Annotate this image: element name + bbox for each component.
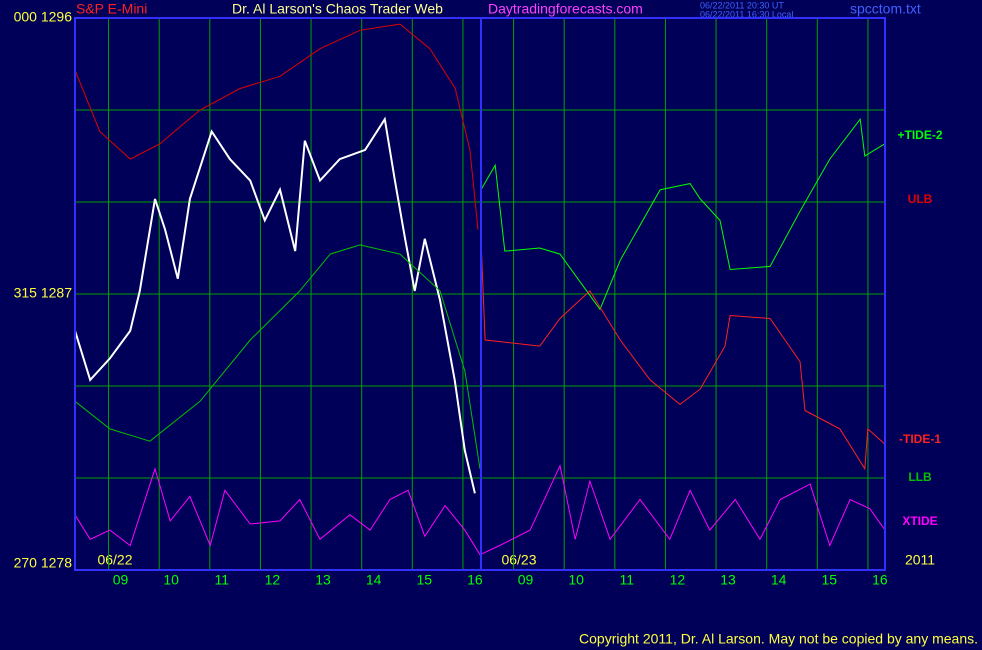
series-line: [74, 23, 479, 230]
series-label: -TIDE-1: [899, 432, 941, 446]
date-label: 2011: [905, 552, 935, 568]
website: Daytradingforecasts.com: [488, 1, 643, 17]
timestamp: 06/22/2011 16:30 Local: [700, 9, 793, 19]
timestamp: 06/22/2011 20:30 UT: [700, 0, 784, 10]
y-tick-label: 270 1278: [14, 555, 73, 571]
x-tick-label: 09: [518, 572, 534, 588]
x-tick-label: 13: [720, 572, 736, 588]
series-label: ULB: [908, 192, 933, 206]
x-tick-label: 11: [620, 572, 635, 588]
x-tick-label: 10: [568, 572, 584, 588]
x-tick-label: 12: [265, 572, 281, 588]
x-tick-label: 13: [315, 572, 331, 588]
series-line: [74, 116, 476, 494]
series-label: LLB: [908, 470, 932, 484]
x-tick-label: 16: [467, 572, 483, 588]
date-label: 06/23: [501, 552, 536, 568]
x-tick-label: 11: [215, 572, 230, 588]
date-label: 06/22: [97, 552, 132, 568]
x-tick-label: 15: [822, 572, 838, 588]
series-line: [74, 464, 886, 556]
copyright: Copyright 2011, Dr. Al Larson. May not b…: [579, 631, 978, 647]
x-tick-label: 14: [771, 572, 787, 588]
y-tick-label: 315 1287: [14, 285, 73, 301]
x-tick-label: 14: [366, 572, 382, 588]
chart-title: Dr. Al Larson's Chaos Trader Web: [232, 1, 443, 17]
series-line: [480, 238, 886, 471]
symbol: S&P E-Mini: [76, 1, 147, 17]
series-line: [480, 117, 886, 311]
series-line: [74, 244, 481, 469]
x-tick-label: 16: [872, 572, 888, 588]
series-label: +TIDE-2: [897, 128, 942, 142]
x-tick-label: 09: [113, 572, 129, 588]
y-tick-label: 000 1296: [14, 9, 73, 25]
filename: spcctom.txt: [850, 1, 921, 17]
x-tick-label: 15: [417, 572, 433, 588]
series-label: XTIDE: [902, 514, 937, 528]
x-tick-label: 12: [670, 572, 686, 588]
x-tick-label: 10: [163, 572, 179, 588]
